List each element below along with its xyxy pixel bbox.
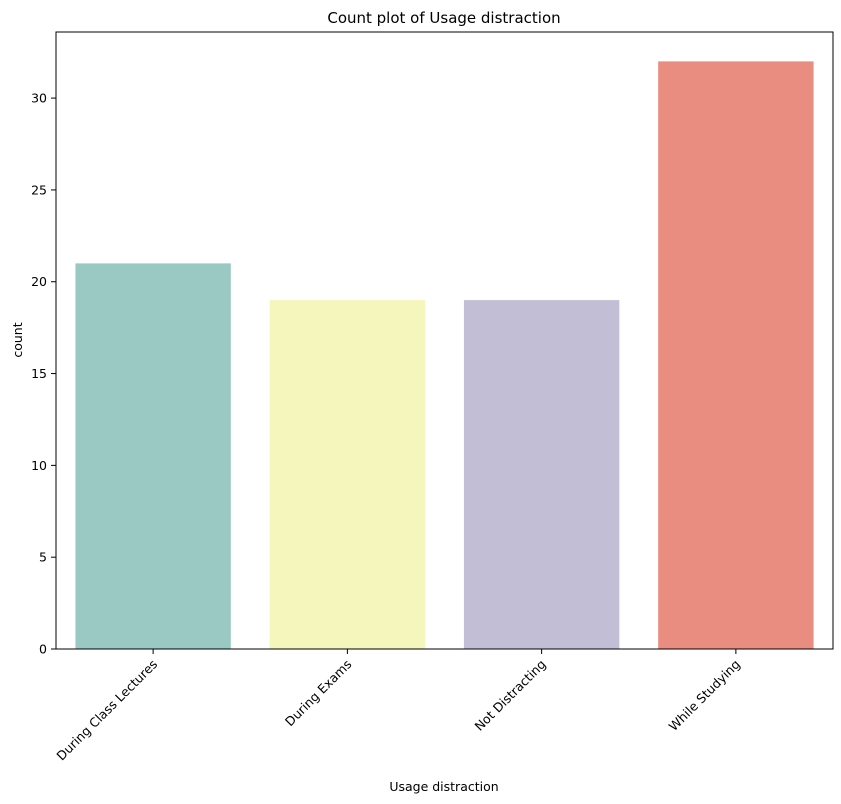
bar-while-studying: [658, 61, 814, 649]
y-tick-label: 10: [31, 458, 47, 473]
x-tick-label: During Exams: [282, 657, 355, 730]
y-axis-label: count: [10, 322, 25, 357]
x-tick-label: Not Distracting: [471, 657, 548, 734]
bar-during-exams: [269, 300, 426, 649]
chart-title: Count plot of Usage distraction: [327, 9, 560, 27]
plot-area: [75, 61, 814, 650]
bar-not-distracting: [463, 300, 620, 649]
y-tick-label: 25: [31, 182, 47, 197]
y-tick-label: 20: [31, 274, 47, 289]
x-axis-label: Usage distraction: [389, 779, 498, 794]
y-tick-label: 15: [31, 366, 47, 381]
axes-frame: [55, 31, 834, 650]
bar-during-class-lectures: [75, 263, 231, 650]
y-tick-label: 30: [31, 91, 47, 106]
y-tick-label: 0: [39, 642, 47, 657]
y-tick-label: 5: [39, 550, 47, 565]
x-tick-label: During Class Lectures: [53, 657, 160, 764]
x-tick-label: While Studying: [666, 657, 743, 734]
